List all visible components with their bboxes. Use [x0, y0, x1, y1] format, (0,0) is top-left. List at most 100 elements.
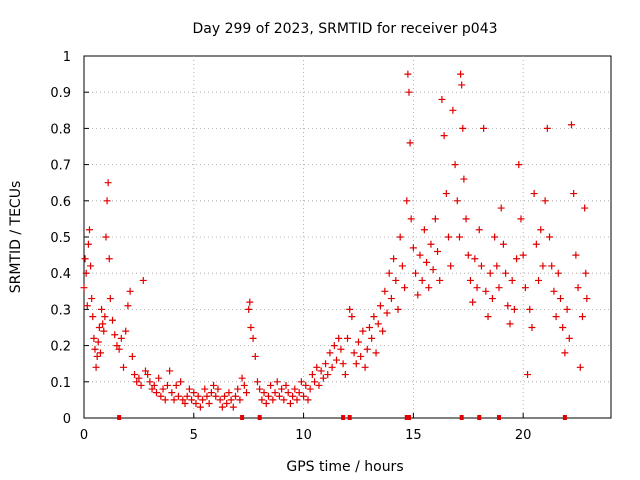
- data-point: [561, 349, 569, 357]
- data-point: [447, 262, 455, 270]
- data-point: [81, 255, 89, 263]
- data-point: [357, 352, 365, 360]
- data-point: [381, 287, 389, 295]
- data-point: [376, 302, 384, 310]
- data-point: [227, 396, 235, 404]
- data-point: [203, 392, 211, 400]
- data-point: [94, 338, 102, 346]
- data-point: [548, 262, 556, 270]
- data-point: [115, 345, 123, 353]
- data-point: [423, 258, 431, 266]
- data-point: [297, 378, 305, 386]
- data-point: [271, 389, 279, 397]
- data-point: [328, 363, 336, 371]
- data-point: [537, 226, 545, 234]
- data-point: [460, 175, 468, 183]
- data-point: [317, 367, 325, 375]
- data-point: [120, 363, 128, 371]
- data-point: [462, 215, 470, 223]
- data-point: [207, 389, 215, 397]
- data-point: [152, 389, 160, 397]
- data-point: [427, 240, 435, 248]
- data-point: [280, 396, 288, 404]
- data-point: [396, 233, 404, 241]
- data-point: [405, 88, 413, 96]
- data-point: [148, 385, 156, 393]
- chart-title: Day 299 of 2023, SRMTID for receiver p04…: [192, 21, 497, 37]
- data-point: [508, 276, 516, 284]
- data-point: [247, 324, 255, 331]
- data-point: [101, 313, 109, 321]
- y-tick-label: 0.2: [50, 340, 71, 355]
- y-tick-label: 0.6: [50, 195, 71, 210]
- baseline-mark: [497, 415, 502, 420]
- data-point: [124, 302, 132, 310]
- data-point: [100, 327, 108, 335]
- data-point: [535, 276, 543, 284]
- data-point: [383, 309, 391, 317]
- y-axis-ticks: 0 0.1 0.2 0.3 0.4 0.5 0.6 0.7 0.8 0.9 1: [50, 50, 89, 427]
- data-point: [96, 349, 104, 357]
- data-point: [480, 124, 488, 132]
- data-point: [361, 363, 369, 371]
- data-point: [84, 240, 92, 248]
- x-axis-ticks: 0 5 10 15 20: [80, 413, 531, 443]
- data-point: [387, 295, 395, 303]
- data-point: [80, 284, 88, 292]
- data-point: [183, 392, 191, 400]
- baseline-mark: [347, 415, 352, 420]
- data-point: [583, 295, 591, 303]
- data-point: [150, 381, 158, 389]
- data-point: [295, 389, 303, 397]
- data-point: [172, 381, 180, 389]
- data-point: [530, 190, 538, 198]
- data-point: [570, 190, 578, 198]
- data-point: [273, 378, 281, 386]
- data-point: [521, 284, 529, 292]
- data-point: [363, 345, 371, 353]
- x-tick-label: 5: [190, 428, 198, 443]
- data-point: [308, 371, 316, 379]
- data-point: [163, 381, 171, 389]
- data-point: [352, 360, 360, 368]
- data-point: [348, 313, 356, 321]
- data-point: [504, 302, 512, 310]
- data-point: [344, 334, 351, 342]
- data-point: [412, 269, 420, 277]
- data-point: [453, 197, 461, 205]
- baseline-mark: [404, 415, 409, 420]
- data-point: [98, 305, 106, 313]
- data-point: [539, 262, 547, 270]
- data-point: [506, 320, 514, 328]
- data-point: [311, 378, 319, 386]
- data-point: [418, 276, 426, 284]
- data-point: [459, 124, 467, 132]
- data-point: [131, 371, 139, 379]
- data-point: [473, 284, 481, 292]
- data-point: [102, 233, 110, 241]
- data-point: [359, 327, 367, 335]
- y-tick-label: 0.4: [50, 267, 71, 282]
- data-point: [313, 363, 321, 371]
- data-point: [420, 226, 428, 234]
- data-point: [267, 381, 275, 389]
- data-point: [552, 313, 560, 321]
- data-point: [179, 396, 187, 404]
- data-point: [262, 400, 270, 408]
- data-point: [141, 367, 149, 375]
- data-point: [106, 295, 114, 303]
- x-tick-label: 10: [295, 428, 312, 443]
- data-point: [416, 251, 424, 259]
- data-point: [491, 233, 499, 241]
- data-point: [517, 215, 525, 223]
- data-point: [83, 302, 91, 310]
- data-point: [221, 392, 229, 400]
- data-point: [368, 334, 376, 342]
- data-point: [335, 334, 343, 342]
- data-point: [82, 269, 90, 277]
- y-tick-label: 1: [63, 50, 71, 65]
- data-point: [346, 305, 354, 313]
- y-tick-label: 0.3: [50, 303, 71, 318]
- data-point: [234, 385, 242, 393]
